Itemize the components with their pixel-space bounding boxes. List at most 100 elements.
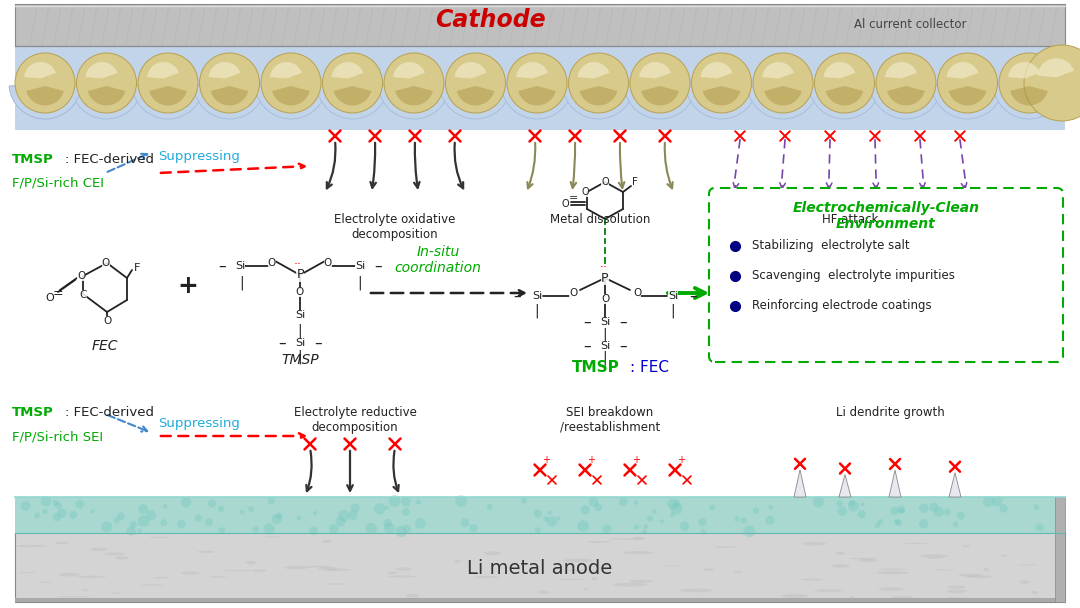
Ellipse shape [83, 589, 89, 592]
Text: O: O [296, 287, 305, 297]
Wedge shape [870, 83, 942, 119]
Circle shape [77, 53, 136, 113]
Circle shape [858, 510, 866, 519]
Circle shape [487, 504, 492, 510]
Circle shape [944, 508, 950, 515]
Circle shape [264, 523, 274, 534]
Circle shape [53, 500, 58, 506]
Text: O: O [45, 293, 54, 303]
Circle shape [218, 506, 225, 512]
Wedge shape [639, 62, 671, 78]
Circle shape [313, 511, 318, 515]
Circle shape [15, 53, 75, 113]
Wedge shape [378, 83, 450, 119]
Wedge shape [563, 83, 634, 119]
FancyBboxPatch shape [15, 598, 1065, 602]
Circle shape [589, 497, 598, 507]
Ellipse shape [38, 582, 51, 583]
Circle shape [993, 496, 1002, 506]
Bar [15, 4, 1065, 46]
Text: Si: Si [531, 291, 542, 301]
Circle shape [643, 530, 647, 534]
Ellipse shape [629, 580, 654, 583]
Circle shape [534, 510, 542, 517]
Circle shape [194, 514, 202, 522]
Circle shape [374, 503, 386, 514]
Text: –: – [513, 289, 521, 303]
Text: =: = [53, 288, 64, 300]
Circle shape [769, 505, 773, 510]
Text: |: | [298, 323, 302, 338]
Circle shape [248, 506, 254, 512]
Text: Suppressing: Suppressing [158, 150, 240, 162]
Text: TMSP: TMSP [12, 153, 54, 166]
Text: –: – [583, 314, 591, 330]
Polygon shape [839, 474, 851, 497]
Circle shape [556, 516, 561, 520]
Circle shape [710, 505, 715, 511]
Circle shape [603, 525, 611, 533]
Text: P: P [602, 272, 609, 285]
Ellipse shape [892, 596, 914, 599]
Text: Electrolyte reductive
decomposition: Electrolyte reductive decomposition [294, 406, 417, 434]
Ellipse shape [919, 554, 948, 558]
Circle shape [701, 529, 706, 534]
Circle shape [218, 527, 225, 534]
Circle shape [160, 519, 167, 526]
Circle shape [117, 513, 124, 520]
Wedge shape [501, 83, 572, 119]
Wedge shape [457, 86, 495, 106]
Text: O: O [569, 288, 577, 298]
Ellipse shape [1020, 581, 1029, 584]
Wedge shape [703, 86, 740, 106]
Text: –: – [314, 336, 322, 350]
Circle shape [983, 496, 995, 507]
Text: O: O [562, 199, 569, 209]
Ellipse shape [928, 558, 943, 559]
FancyBboxPatch shape [15, 497, 1065, 533]
Ellipse shape [591, 577, 597, 580]
Circle shape [138, 53, 198, 113]
Wedge shape [747, 83, 819, 119]
Ellipse shape [781, 594, 808, 598]
Circle shape [766, 516, 774, 525]
Ellipse shape [224, 570, 256, 571]
Ellipse shape [318, 567, 338, 570]
Text: |: | [671, 304, 675, 318]
Wedge shape [132, 83, 204, 119]
Circle shape [205, 518, 213, 527]
Text: +: + [588, 455, 595, 465]
Text: Stabilizing  electrolyte salt: Stabilizing electrolyte salt [752, 240, 909, 252]
Text: O: O [268, 258, 276, 268]
FancyBboxPatch shape [15, 43, 1065, 128]
Circle shape [743, 525, 755, 537]
Text: Electrolyte oxidative
decomposition: Electrolyte oxidative decomposition [335, 213, 456, 241]
Circle shape [814, 53, 875, 113]
Polygon shape [794, 470, 806, 497]
Wedge shape [886, 62, 917, 78]
Ellipse shape [324, 568, 352, 571]
Text: +: + [177, 274, 199, 298]
Text: FEC: FEC [92, 339, 118, 353]
Circle shape [415, 518, 426, 528]
Ellipse shape [387, 572, 396, 574]
Circle shape [1024, 45, 1080, 121]
Circle shape [673, 500, 680, 508]
Ellipse shape [831, 564, 850, 568]
FancyBboxPatch shape [1055, 497, 1065, 602]
Ellipse shape [1017, 564, 1038, 565]
Wedge shape [994, 83, 1065, 119]
Ellipse shape [879, 568, 909, 570]
Circle shape [691, 53, 752, 113]
Circle shape [878, 519, 883, 525]
Ellipse shape [474, 576, 499, 578]
Circle shape [849, 500, 855, 506]
Text: –: – [619, 314, 626, 330]
Wedge shape [147, 62, 179, 78]
Circle shape [383, 519, 392, 527]
Circle shape [837, 506, 847, 516]
Wedge shape [765, 86, 801, 106]
Ellipse shape [849, 558, 877, 559]
Ellipse shape [679, 589, 713, 592]
Text: Scavenging  electrolyte impurities: Scavenging electrolyte impurities [752, 269, 955, 283]
